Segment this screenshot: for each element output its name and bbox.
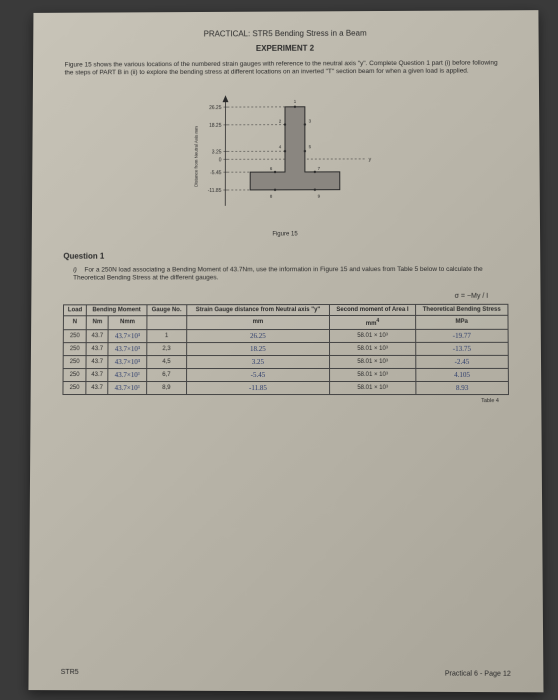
question-marker: i) [73,266,77,273]
ytick-2: 3.25 [212,149,222,155]
unit-dist: mm [187,315,330,329]
cell-nm: 43.7 [86,342,108,355]
cell-area: 58.01 × 10³ [330,368,416,381]
cell-load: 250 [63,381,86,394]
cell-nmm: 43.7×10³ [108,329,146,342]
question-heading: Question 1 [63,251,508,261]
table-caption: Table 4 [62,398,509,404]
cell-nmm: 43.7×10³ [108,381,146,394]
cell-gauge: 6,7 [146,368,186,381]
cell-nmm: 43.7×10³ [108,342,146,355]
cell-load: 250 [63,355,86,368]
unit-area: mm4 [329,315,415,329]
footer-left: STR5 [61,669,79,676]
cell-nmm: 43.7×10³ [108,368,146,381]
svg-text:5: 5 [309,144,312,149]
cell-nm: 43.7 [86,368,108,381]
ytick-4: -5.45 [210,170,222,176]
cell-gauge: 8,9 [146,381,186,394]
table-row: 25043.743.7×10³8,9-11.8558.01 × 10³8.93 [63,381,509,394]
svg-text:3: 3 [309,118,312,123]
stress-formula: σ = −My / I [63,293,508,301]
ytick-3: 0 [219,157,222,163]
cell-dist: 3.25 [186,355,329,368]
cell-area: 58.01 × 10³ [329,342,415,355]
table-row: 25043.743.7×10³126.2558.01 × 10³-19.77 [63,329,508,342]
question-text: i) For a 250N load associating a Bending… [63,266,508,284]
cell-theo: -2.45 [416,355,509,368]
cell-theo: 8.93 [416,381,509,394]
th-dist: Strain Gauge distance from Neutral axis … [187,304,330,315]
cell-nm: 43.7 [86,355,108,368]
svg-text:2: 2 [279,119,282,124]
ytick-1: 18.25 [209,123,222,129]
svg-text:8: 8 [270,194,273,199]
practical-title: PRACTICAL: STR5 Bending Stress in a Beam [65,28,507,39]
ytick-5: -11.85 [208,188,222,194]
cell-theo: -13.75 [416,342,509,355]
cell-theo: 4.105 [416,368,509,381]
experiment-subtitle: EXPERIMENT 2 [65,43,507,54]
cell-nmm: 43.7×10³ [108,355,146,368]
document-page: PRACTICAL: STR5 Bending Stress in a Beam… [28,10,543,692]
cell-nm: 43.7 [86,381,108,394]
cell-dist: -11.85 [186,381,329,394]
svg-text:6: 6 [270,166,273,171]
cell-area: 58.01 × 10³ [330,381,416,394]
cell-load: 250 [63,342,86,355]
svg-text:9: 9 [318,194,321,199]
cell-load: 250 [63,368,86,381]
svg-text:7: 7 [318,166,321,171]
cell-load: 250 [63,329,86,342]
figure-caption: Figure 15 [63,231,508,238]
neutral-axis-label: y [369,158,372,163]
cell-dist: 18.25 [186,342,329,355]
table-row: 25043.743.7×10³4,53.2558.01 × 10³-2.45 [63,355,508,368]
y-axis-label: Distance from Neutral Axis mm [194,126,199,187]
cell-gauge: 2,3 [146,342,186,355]
table-row: 25043.743.7×10³6,7-5.4558.01 × 10³4.105 [63,368,508,381]
unit-nm: Nm [86,315,108,329]
th-load: Load [63,305,86,316]
table-body: 25043.743.7×10³126.2558.01 × 10³-19.7725… [63,329,509,394]
cell-theo: -19.77 [416,329,509,342]
th-gauge: Gauge No. [147,304,187,315]
svg-text:4: 4 [279,144,282,149]
table-row: 25043.743.7×10³2,318.2558.01 × 10³-13.75 [63,342,508,355]
intro-paragraph: Figure 15 shows the various locations of… [65,60,507,79]
ytick-0: 26.25 [209,105,222,111]
th-area: Second moment of Area I [329,304,415,315]
th-theo: Theoretical Bending Stress [415,304,507,315]
results-table: Load Bending Moment Gauge No. Strain Gau… [62,304,509,395]
cell-nm: 43.7 [86,329,108,342]
cell-dist: -5.45 [186,368,329,381]
cell-gauge: 4,5 [146,355,186,368]
cell-area: 58.01 × 10³ [329,329,415,342]
th-bm: Bending Moment [86,305,146,316]
t-beam-shape [250,107,340,190]
unit-load: N [63,316,86,330]
cell-gauge: 1 [146,329,186,342]
unit-nmm: Nmm [108,315,146,329]
cell-area: 58.01 × 10³ [330,355,416,368]
unit-theo: MPa [416,315,509,329]
cell-dist: 26.25 [187,329,330,342]
svg-text:1: 1 [294,99,297,104]
question-body: For a 250N load associating a Bending Mo… [73,266,483,282]
footer-right: Practical 6 - Page 12 [445,670,511,677]
figure-15: 26.25 18.25 3.25 0 -5.45 -11.85 [166,87,405,226]
